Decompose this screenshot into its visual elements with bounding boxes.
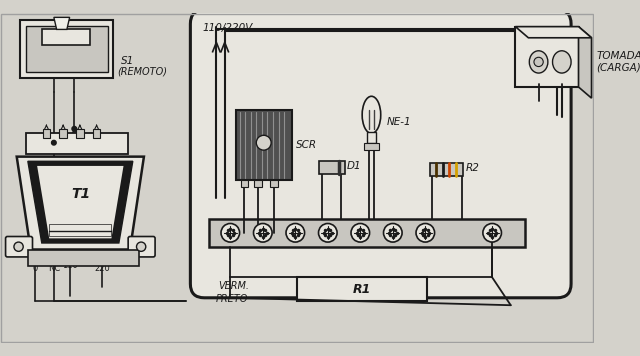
Bar	[93, 129, 100, 138]
Bar	[26, 26, 108, 72]
Ellipse shape	[529, 51, 548, 73]
Text: NC: NC	[48, 264, 60, 273]
Text: 110: 110	[62, 261, 77, 270]
Bar	[49, 224, 111, 236]
Polygon shape	[579, 27, 591, 98]
Polygon shape	[515, 27, 591, 38]
Text: PRETO: PRETO	[216, 294, 248, 304]
Bar	[255, 180, 262, 187]
FancyBboxPatch shape	[190, 10, 571, 298]
Text: VERM.: VERM.	[218, 282, 249, 292]
Text: T1: T1	[71, 187, 90, 201]
Text: NE-1: NE-1	[387, 117, 411, 127]
Ellipse shape	[552, 51, 571, 73]
Bar	[319, 161, 344, 174]
Bar	[241, 180, 248, 187]
Bar	[236, 110, 292, 180]
Text: (CARGA): (CARGA)	[596, 63, 640, 73]
Circle shape	[221, 224, 239, 242]
Polygon shape	[42, 30, 90, 45]
Bar	[20, 20, 113, 78]
Text: 220: 220	[94, 264, 110, 273]
Circle shape	[286, 224, 305, 242]
Text: 0: 0	[33, 264, 38, 273]
Circle shape	[534, 57, 543, 67]
Bar	[430, 163, 463, 176]
Bar	[209, 219, 525, 247]
Polygon shape	[37, 166, 124, 239]
Bar	[297, 277, 427, 300]
Circle shape	[483, 224, 502, 242]
Circle shape	[14, 242, 23, 251]
FancyBboxPatch shape	[6, 236, 33, 257]
Text: R1: R1	[353, 283, 371, 296]
Bar	[43, 129, 50, 138]
Circle shape	[52, 140, 56, 145]
Bar	[28, 250, 140, 266]
Bar	[60, 129, 67, 138]
Text: S1: S1	[121, 56, 134, 66]
Ellipse shape	[362, 96, 381, 134]
Circle shape	[256, 135, 271, 150]
Polygon shape	[54, 17, 70, 30]
Circle shape	[319, 224, 337, 242]
Polygon shape	[17, 157, 144, 250]
Text: 110/220V: 110/220V	[202, 23, 253, 33]
Circle shape	[72, 126, 77, 131]
Circle shape	[416, 224, 435, 242]
Polygon shape	[28, 161, 132, 243]
Bar	[26, 134, 128, 154]
Circle shape	[383, 224, 402, 242]
Text: R2: R2	[465, 163, 479, 173]
Text: SCR: SCR	[296, 141, 317, 151]
Circle shape	[136, 242, 146, 251]
Text: (REMOTO): (REMOTO)	[117, 66, 167, 76]
Bar	[76, 129, 84, 138]
FancyBboxPatch shape	[128, 236, 155, 257]
Circle shape	[351, 224, 369, 242]
Text: TOMADA: TOMADA	[596, 51, 640, 61]
Bar	[367, 132, 376, 143]
Bar	[364, 143, 379, 150]
Circle shape	[253, 224, 272, 242]
Text: D1: D1	[346, 161, 361, 171]
Bar	[270, 180, 278, 187]
Bar	[515, 27, 579, 87]
